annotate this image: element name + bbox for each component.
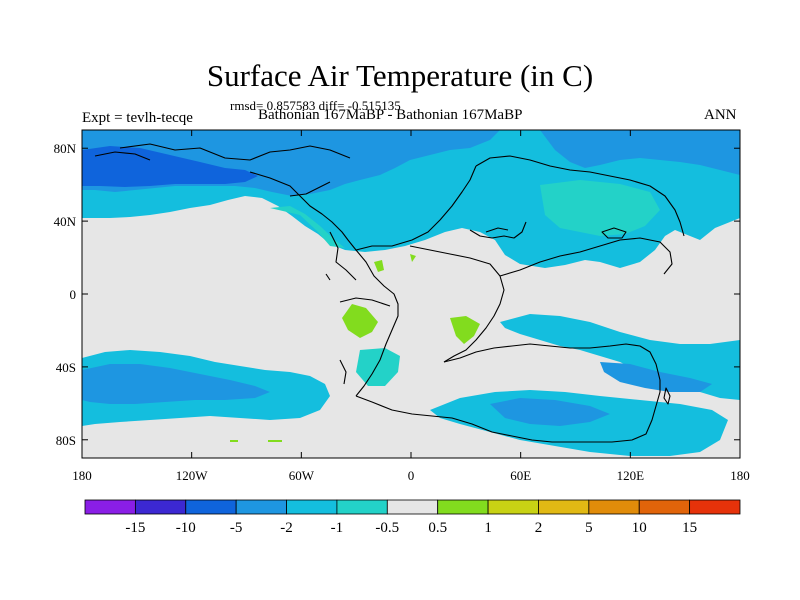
lon-tick-label: 0	[408, 468, 415, 483]
cool-core-southeast	[600, 362, 712, 392]
lon-tick-label: 120W	[176, 468, 209, 483]
colorbar-swatch	[386, 499, 439, 515]
colorbar-swatch	[235, 499, 287, 515]
colorbar-swatch	[84, 499, 136, 515]
colorbar-swatch	[336, 499, 388, 515]
mint-patch-north	[540, 180, 660, 236]
map-field	[82, 130, 740, 458]
colorbar-label: -5	[230, 520, 243, 536]
colorbar-label: 0.5	[428, 520, 447, 536]
lat-tick-label: 80N	[54, 141, 77, 156]
colorbar-label: 1	[484, 520, 492, 536]
colorbar-swatch	[588, 499, 640, 515]
lon-tick-label: 180	[72, 468, 92, 483]
colorbar-label: 15	[682, 520, 697, 536]
colorbar-label: 10	[632, 520, 647, 536]
warm-patch-small-4	[268, 440, 282, 442]
mint-patch-northwest	[270, 206, 345, 248]
lat-tick-label: 80S	[56, 433, 76, 448]
lat-tick-label: 0	[70, 287, 77, 302]
lon-tick-label: 60W	[289, 468, 315, 483]
colorbar-label: 5	[585, 520, 593, 536]
mint-patch-south	[356, 348, 400, 386]
colorbar-label: -2	[280, 520, 293, 536]
colorbar-label: -1	[331, 520, 344, 536]
warm-patch-small-3	[230, 440, 238, 442]
subtitle: Bathonian 167MaBP - Bathonian 167MaBP	[258, 107, 523, 123]
colorbar-label: -10	[176, 520, 196, 536]
colorbar-swatch	[437, 499, 489, 515]
colorbar-swatch	[689, 499, 741, 515]
lon-tick-label: 180	[730, 468, 750, 483]
lat-tick-label: 40N	[54, 214, 77, 229]
season-label: ANN	[704, 107, 737, 123]
lon-axis: 180 120W 60W 0 60E 120E 180	[72, 130, 750, 483]
colorbar-swatch	[538, 499, 590, 515]
colorbar: -15 -10 -5 -2 -1 -0.5 0.5 1 2 5 10 15	[84, 499, 741, 536]
colorbar-swatch	[185, 499, 237, 515]
colorbar-swatch	[134, 499, 187, 515]
chart-title: Surface Air Temperature (in C)	[206, 58, 594, 93]
cool-core-south	[82, 364, 270, 404]
cool-core-antarctic	[490, 398, 610, 426]
warm-patch-small-1	[374, 260, 384, 272]
experiment-label: Expt = tevlh-tecqe	[82, 110, 193, 126]
lon-tick-label: 120E	[617, 468, 645, 483]
colorbar-swatch	[286, 499, 338, 515]
colorbar-swatch	[638, 499, 691, 515]
stats-line: rmsd= 0.857583 diff= -0.515135	[230, 98, 401, 113]
warm-patch-south-america	[342, 304, 378, 338]
colorbar-label: 2	[535, 520, 543, 536]
colorbar-label: -0.5	[375, 520, 399, 536]
warm-patch-small-2	[410, 254, 416, 262]
warm-patch-africa	[450, 316, 480, 344]
coastlines	[94, 143, 685, 443]
colorbar-swatch	[487, 499, 539, 515]
colorbar-label: -15	[125, 520, 145, 536]
cool-core-north-inner	[82, 146, 258, 187]
lat-axis: 80N 40N 0 40S 80S	[54, 141, 740, 448]
cool-patch-northeast	[540, 130, 740, 175]
lat-tick-label: 40S	[56, 360, 76, 375]
lon-tick-label: 60E	[510, 468, 531, 483]
